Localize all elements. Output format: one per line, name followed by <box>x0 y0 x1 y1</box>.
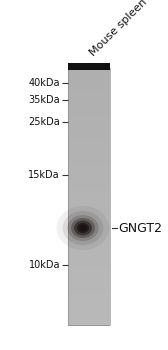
Bar <box>68 241 110 245</box>
Bar <box>68 171 110 175</box>
Bar <box>68 78 110 81</box>
Bar <box>68 283 110 287</box>
Bar <box>68 84 110 88</box>
Bar <box>68 174 110 178</box>
Bar <box>68 261 110 265</box>
Bar <box>68 132 110 136</box>
Bar <box>68 161 110 165</box>
Ellipse shape <box>79 225 87 231</box>
Bar <box>68 315 110 319</box>
Bar <box>68 235 110 239</box>
Bar <box>68 296 110 300</box>
Bar <box>68 318 110 322</box>
Bar <box>68 212 110 216</box>
Bar <box>68 251 110 255</box>
Bar <box>68 87 110 91</box>
Bar <box>68 142 110 146</box>
Bar <box>68 258 110 261</box>
Bar <box>68 309 110 313</box>
Bar <box>68 177 110 181</box>
Bar <box>68 94 110 97</box>
Bar <box>68 322 110 326</box>
Bar <box>68 238 110 242</box>
Bar <box>68 264 110 268</box>
Bar <box>68 116 110 120</box>
Bar <box>68 168 110 171</box>
Bar <box>68 299 110 303</box>
Bar <box>68 126 110 130</box>
Bar <box>68 184 110 187</box>
Bar <box>68 216 110 219</box>
Ellipse shape <box>63 211 103 245</box>
Ellipse shape <box>74 220 92 236</box>
Bar <box>68 152 110 155</box>
Bar <box>68 81 110 85</box>
Bar <box>68 110 110 113</box>
Bar <box>68 63 110 70</box>
Bar <box>68 71 110 75</box>
Bar <box>68 290 110 293</box>
Bar <box>68 193 110 197</box>
Bar <box>68 267 110 271</box>
Bar <box>68 312 110 316</box>
Bar <box>68 164 110 168</box>
Bar <box>68 103 110 107</box>
Bar <box>68 306 110 309</box>
Text: 40kDa: 40kDa <box>29 78 60 88</box>
Text: 10kDa: 10kDa <box>29 260 60 270</box>
Ellipse shape <box>77 223 89 233</box>
Bar <box>68 119 110 123</box>
Bar <box>68 209 110 213</box>
Bar <box>68 271 110 274</box>
Ellipse shape <box>71 218 95 238</box>
Bar <box>68 206 110 210</box>
Bar <box>68 75 110 78</box>
Bar <box>68 219 110 223</box>
Bar <box>68 129 110 133</box>
Bar <box>68 181 110 184</box>
Bar <box>68 229 110 232</box>
Bar <box>68 190 110 194</box>
Bar <box>68 277 110 280</box>
Bar <box>68 187 110 190</box>
Bar <box>68 222 110 226</box>
Bar <box>68 145 110 149</box>
Bar <box>68 113 110 117</box>
Bar <box>68 135 110 139</box>
Bar <box>68 106 110 110</box>
Bar <box>68 274 110 277</box>
Text: 25kDa: 25kDa <box>28 117 60 127</box>
Bar <box>68 158 110 162</box>
Bar <box>68 293 110 296</box>
Bar <box>68 302 110 306</box>
Bar <box>68 248 110 252</box>
Ellipse shape <box>57 206 109 250</box>
Bar <box>68 286 110 290</box>
Bar <box>68 232 110 236</box>
Bar <box>68 68 110 325</box>
Bar <box>68 148 110 152</box>
Text: 15kDa: 15kDa <box>28 170 60 180</box>
Bar <box>68 97 110 101</box>
Bar <box>68 225 110 229</box>
Bar <box>68 139 110 142</box>
Bar <box>68 200 110 203</box>
Text: GNGT2: GNGT2 <box>118 222 162 235</box>
Bar <box>68 91 110 94</box>
Text: Mouse spleen: Mouse spleen <box>88 0 149 58</box>
Bar <box>68 122 110 126</box>
Bar <box>68 203 110 206</box>
Bar <box>68 245 110 248</box>
Bar <box>68 100 110 104</box>
Bar <box>68 280 110 284</box>
Bar <box>68 196 110 200</box>
Bar <box>68 254 110 258</box>
Bar <box>68 68 110 72</box>
Bar <box>68 155 110 159</box>
Text: 35kDa: 35kDa <box>28 95 60 105</box>
Ellipse shape <box>67 215 99 241</box>
